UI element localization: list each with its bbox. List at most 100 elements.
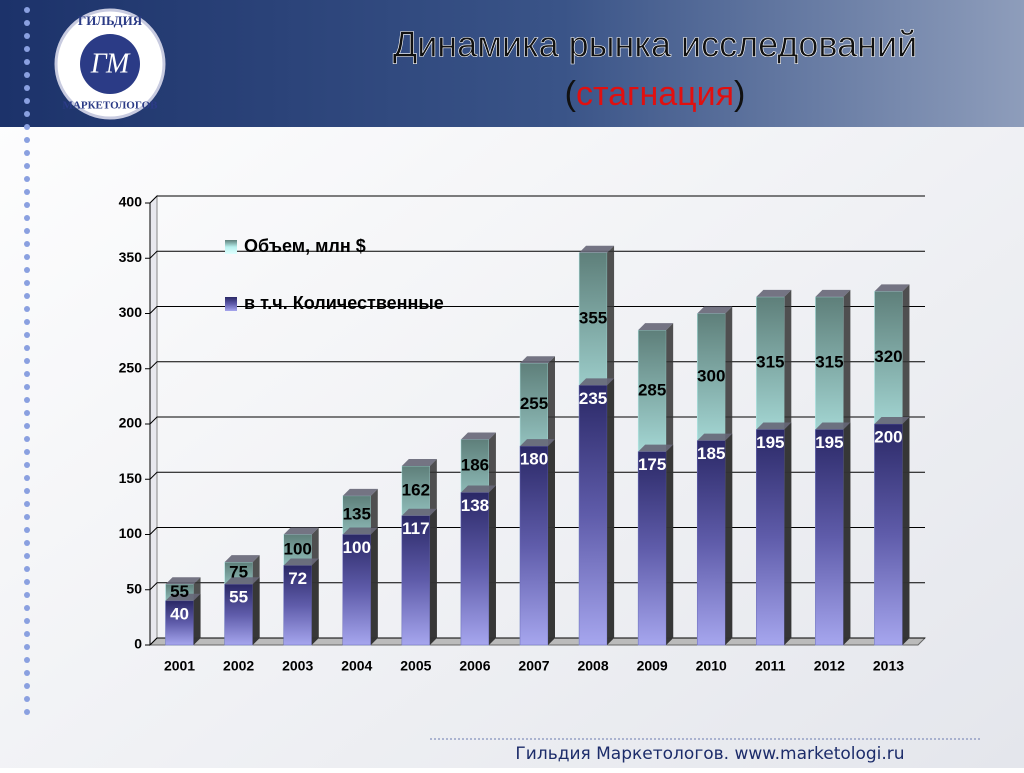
decor-dot <box>24 7 30 13</box>
value-label: 355 <box>579 309 607 328</box>
logo: ГМ ГИЛЬДИЯ МАРКЕТОЛОГОВ <box>54 8 166 120</box>
decor-dot <box>24 553 30 559</box>
decor-dot <box>24 683 30 689</box>
decor-dot <box>24 176 30 182</box>
bar-front <box>756 429 785 646</box>
bar <box>460 485 496 646</box>
bar-front <box>637 451 667 646</box>
bar <box>815 422 851 646</box>
decor-dot <box>24 72 30 78</box>
decor-dot <box>24 423 30 429</box>
y-tick-label: 50 <box>126 580 142 596</box>
bar-side <box>902 417 910 645</box>
bar <box>401 508 437 646</box>
x-tick-label: 2011 <box>755 658 786 674</box>
bar-side <box>607 378 615 645</box>
bar <box>637 444 674 646</box>
bar-top <box>460 432 496 440</box>
x-tick-label: 2012 <box>814 658 845 674</box>
decor-dot <box>24 202 30 208</box>
bar-side <box>370 527 378 645</box>
decor-dot <box>24 566 30 572</box>
decor-dot <box>24 228 30 234</box>
decor-dot <box>24 605 30 611</box>
decor-dot <box>24 124 30 130</box>
bar <box>165 593 201 646</box>
legend-label: в т.ч. Количественные <box>244 293 444 313</box>
decor-dot <box>24 189 30 195</box>
decor-dot <box>24 59 30 65</box>
bar <box>283 558 319 646</box>
decor-dot <box>24 371 30 377</box>
decor-dot <box>24 397 30 403</box>
decor-dot <box>24 98 30 104</box>
value-label: 300 <box>697 367 725 386</box>
chart-title: Динамика рынка исследований <box>393 24 917 65</box>
x-tick-label: 2007 <box>518 658 549 674</box>
decor-dot <box>24 410 30 416</box>
decor-dot <box>24 33 30 39</box>
x-tick-label: 2008 <box>577 658 608 674</box>
decor-dot <box>24 319 30 325</box>
bar-side <box>666 444 674 645</box>
grid-line <box>149 195 925 204</box>
decor-dot <box>24 670 30 676</box>
x-tick-label: 2005 <box>400 658 431 674</box>
bar <box>696 433 733 646</box>
bar-top <box>460 485 496 493</box>
bar-side <box>429 508 437 645</box>
bar-side <box>311 558 319 645</box>
decor-dot <box>24 709 30 715</box>
decor-dot <box>24 618 30 624</box>
decor-dot <box>24 137 30 143</box>
bar-side <box>843 422 851 645</box>
bar-front <box>578 385 608 646</box>
value-label: 235 <box>579 389 607 408</box>
decor-dot <box>24 436 30 442</box>
value-label: 180 <box>520 450 548 469</box>
y-tick-label: 400 <box>119 194 143 210</box>
x-tick-label: 2002 <box>223 658 254 674</box>
bar-top <box>401 458 437 466</box>
decor-dot <box>24 527 30 533</box>
bar <box>756 422 792 646</box>
bar-top <box>874 417 910 424</box>
value-label: 100 <box>284 539 312 558</box>
value-label: 135 <box>343 505 371 524</box>
decor-dot <box>24 501 30 507</box>
legend-label: Объем, млн $ <box>244 236 366 256</box>
bar-top <box>401 508 437 516</box>
value-label: 320 <box>874 347 902 366</box>
decor-dot <box>24 345 30 351</box>
logo-top: ГИЛЬДИЯ <box>78 13 143 28</box>
bar-top <box>697 433 733 441</box>
value-label: 195 <box>756 433 784 452</box>
value-label: 55 <box>170 582 189 601</box>
bar-front <box>224 583 253 646</box>
value-label: 75 <box>229 563 248 582</box>
bar-top <box>697 306 733 314</box>
decor-dot <box>24 657 30 663</box>
bar-front <box>460 492 490 646</box>
decor-dot <box>24 163 30 169</box>
decor-dot <box>24 514 30 520</box>
y-tick-label: 100 <box>119 525 143 541</box>
subtitle-part: стагнация <box>576 75 734 113</box>
value-label: 162 <box>402 480 430 499</box>
decor-dot <box>24 280 30 286</box>
decor-dot <box>24 540 30 546</box>
decor-dot <box>24 332 30 338</box>
bar-top <box>342 527 378 535</box>
subtitle-part: ( <box>565 75 577 113</box>
bar <box>224 577 260 646</box>
bar-side <box>193 593 201 645</box>
bar-top <box>579 378 615 386</box>
decor-dot <box>24 215 30 221</box>
decor-dot <box>24 254 30 260</box>
decor-dot <box>24 384 30 390</box>
bar-top <box>815 289 851 297</box>
value-label: 117 <box>402 519 429 538</box>
value-label: 138 <box>461 496 489 515</box>
value-label: 40 <box>170 604 189 623</box>
